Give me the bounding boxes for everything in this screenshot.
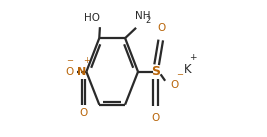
Text: O: O: [170, 80, 178, 90]
Text: +: +: [189, 53, 197, 62]
Text: O: O: [79, 108, 88, 118]
Text: +: +: [84, 56, 91, 65]
Text: HO: HO: [84, 13, 100, 23]
Text: NH: NH: [135, 11, 151, 21]
Text: K: K: [184, 63, 191, 76]
Text: O: O: [151, 113, 160, 123]
Text: −: −: [176, 70, 183, 79]
Text: −: −: [66, 56, 73, 65]
Text: O: O: [158, 23, 166, 33]
Text: O: O: [65, 67, 73, 77]
Text: N: N: [77, 67, 87, 77]
Text: S: S: [151, 65, 160, 78]
Text: 2: 2: [145, 16, 150, 25]
